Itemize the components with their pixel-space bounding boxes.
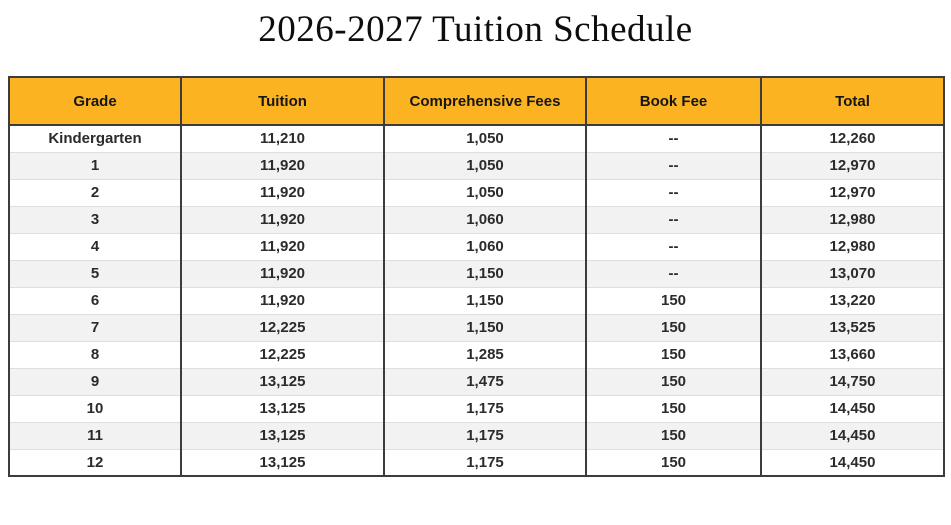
table-row: 4 11,920 1,060 -- 12,980 [9, 232, 944, 260]
cell-book-fee: 150 [585, 421, 761, 449]
cell-total: 13,070 [760, 259, 944, 287]
cell-total: 12,980 [760, 205, 944, 233]
cell-book-fee: -- [585, 205, 761, 233]
cell-book-fee: -- [585, 151, 761, 179]
cell-comprehensive-fees: 1,150 [383, 259, 586, 287]
cell-grade: Kindergarten [9, 125, 181, 152]
table-body: Kindergarten 11,210 1,050 -- 12,260 1 11,920 1,… [9, 125, 944, 476]
cell-comprehensive-fees: 1,060 [383, 232, 586, 260]
cell-comprehensive-fees: 1,150 [383, 313, 586, 341]
cell-book-fee: -- [585, 259, 761, 287]
cell-total: 13,660 [760, 340, 944, 368]
cell-tuition: 11,920 [180, 232, 384, 260]
column-header-grade: Grade [9, 77, 181, 126]
table-row: 6 11,920 1,150 150 13,220 [9, 286, 944, 314]
table-row: Kindergarten 11,210 1,050 -- 12,260 [9, 125, 944, 152]
cell-comprehensive-fees: 1,050 [383, 125, 586, 152]
cell-tuition: 11,920 [180, 151, 384, 179]
cell-grade: 6 [9, 286, 181, 314]
cell-total: 12,260 [760, 125, 944, 152]
cell-tuition: 13,125 [180, 421, 384, 449]
column-header-comprehensive-fees: Comprehensive Fees [383, 77, 586, 126]
cell-comprehensive-fees: 1,175 [383, 421, 586, 449]
table-row: 7 12,225 1,150 150 13,525 [9, 313, 944, 341]
table-row: 3 11,920 1,060 -- 12,980 [9, 205, 944, 233]
cell-tuition: 13,125 [180, 394, 384, 422]
column-header-book-fee: Book Fee [585, 77, 761, 126]
table-row: 12 13,125 1,175 150 14,450 [9, 448, 944, 476]
cell-comprehensive-fees: 1,285 [383, 340, 586, 368]
page-title: 2026-2027 Tuition Schedule [258, 9, 693, 50]
cell-tuition: 11,920 [180, 286, 384, 314]
cell-tuition: 11,920 [180, 205, 384, 233]
table-row: 11 13,125 1,175 150 14,450 [9, 421, 944, 449]
cell-grade: 11 [9, 421, 181, 449]
table-row: 8 12,225 1,285 150 13,660 [9, 340, 944, 368]
cell-book-fee: 150 [585, 340, 761, 368]
table-row: 9 13,125 1,475 150 14,750 [9, 367, 944, 395]
cell-book-fee: -- [585, 125, 761, 152]
cell-total: 13,525 [760, 313, 944, 341]
cell-comprehensive-fees: 1,150 [383, 286, 586, 314]
cell-book-fee: 150 [585, 394, 761, 422]
cell-comprehensive-fees: 1,475 [383, 367, 586, 395]
table-row: 2 11,920 1,050 -- 12,970 [9, 178, 944, 206]
cell-grade: 1 [9, 151, 181, 179]
cell-comprehensive-fees: 1,175 [383, 394, 586, 422]
cell-grade: 9 [9, 367, 181, 395]
cell-total: 12,980 [760, 232, 944, 260]
cell-book-fee: 150 [585, 367, 761, 395]
cell-tuition: 13,125 [180, 448, 384, 476]
cell-comprehensive-fees: 1,175 [383, 448, 586, 476]
cell-grade: 8 [9, 340, 181, 368]
cell-book-fee: 150 [585, 313, 761, 341]
cell-total: 14,450 [760, 394, 944, 422]
cell-book-fee: -- [585, 178, 761, 206]
table-header: Grade Tuition Comprehensive Fees Book Fe… [9, 77, 944, 126]
cell-tuition: 11,920 [180, 178, 384, 206]
cell-grade: 10 [9, 394, 181, 422]
table-row: 1 11,920 1,050 -- 12,970 [9, 151, 944, 179]
cell-total: 13,220 [760, 286, 944, 314]
cell-grade: 7 [9, 313, 181, 341]
header-row: Grade Tuition Comprehensive Fees Book Fe… [9, 77, 944, 126]
cell-book-fee: -- [585, 232, 761, 260]
cell-tuition: 13,125 [180, 367, 384, 395]
cell-tuition: 12,225 [180, 313, 384, 341]
cell-tuition: 11,210 [180, 125, 384, 152]
table-row: 10 13,125 1,175 150 14,450 [9, 394, 944, 422]
cell-book-fee: 150 [585, 448, 761, 476]
cell-grade: 5 [9, 259, 181, 287]
cell-total: 14,450 [760, 448, 944, 476]
cell-comprehensive-fees: 1,050 [383, 178, 586, 206]
cell-total: 12,970 [760, 151, 944, 179]
cell-comprehensive-fees: 1,050 [383, 151, 586, 179]
table-row: 5 11,920 1,150 -- 13,070 [9, 259, 944, 287]
cell-grade: 2 [9, 178, 181, 206]
cell-grade: 4 [9, 232, 181, 260]
cell-total: 12,970 [760, 178, 944, 206]
cell-tuition: 12,225 [180, 340, 384, 368]
cell-tuition: 11,920 [180, 259, 384, 287]
cell-total: 14,450 [760, 421, 944, 449]
column-header-tuition: Tuition [180, 77, 384, 126]
cell-grade: 12 [9, 448, 181, 476]
column-header-total: Total [760, 77, 944, 126]
tuition-schedule-table: Grade Tuition Comprehensive Fees Book Fe… [8, 76, 945, 477]
cell-total: 14,750 [760, 367, 944, 395]
cell-grade: 3 [9, 205, 181, 233]
cell-comprehensive-fees: 1,060 [383, 205, 586, 233]
cell-book-fee: 150 [585, 286, 761, 314]
